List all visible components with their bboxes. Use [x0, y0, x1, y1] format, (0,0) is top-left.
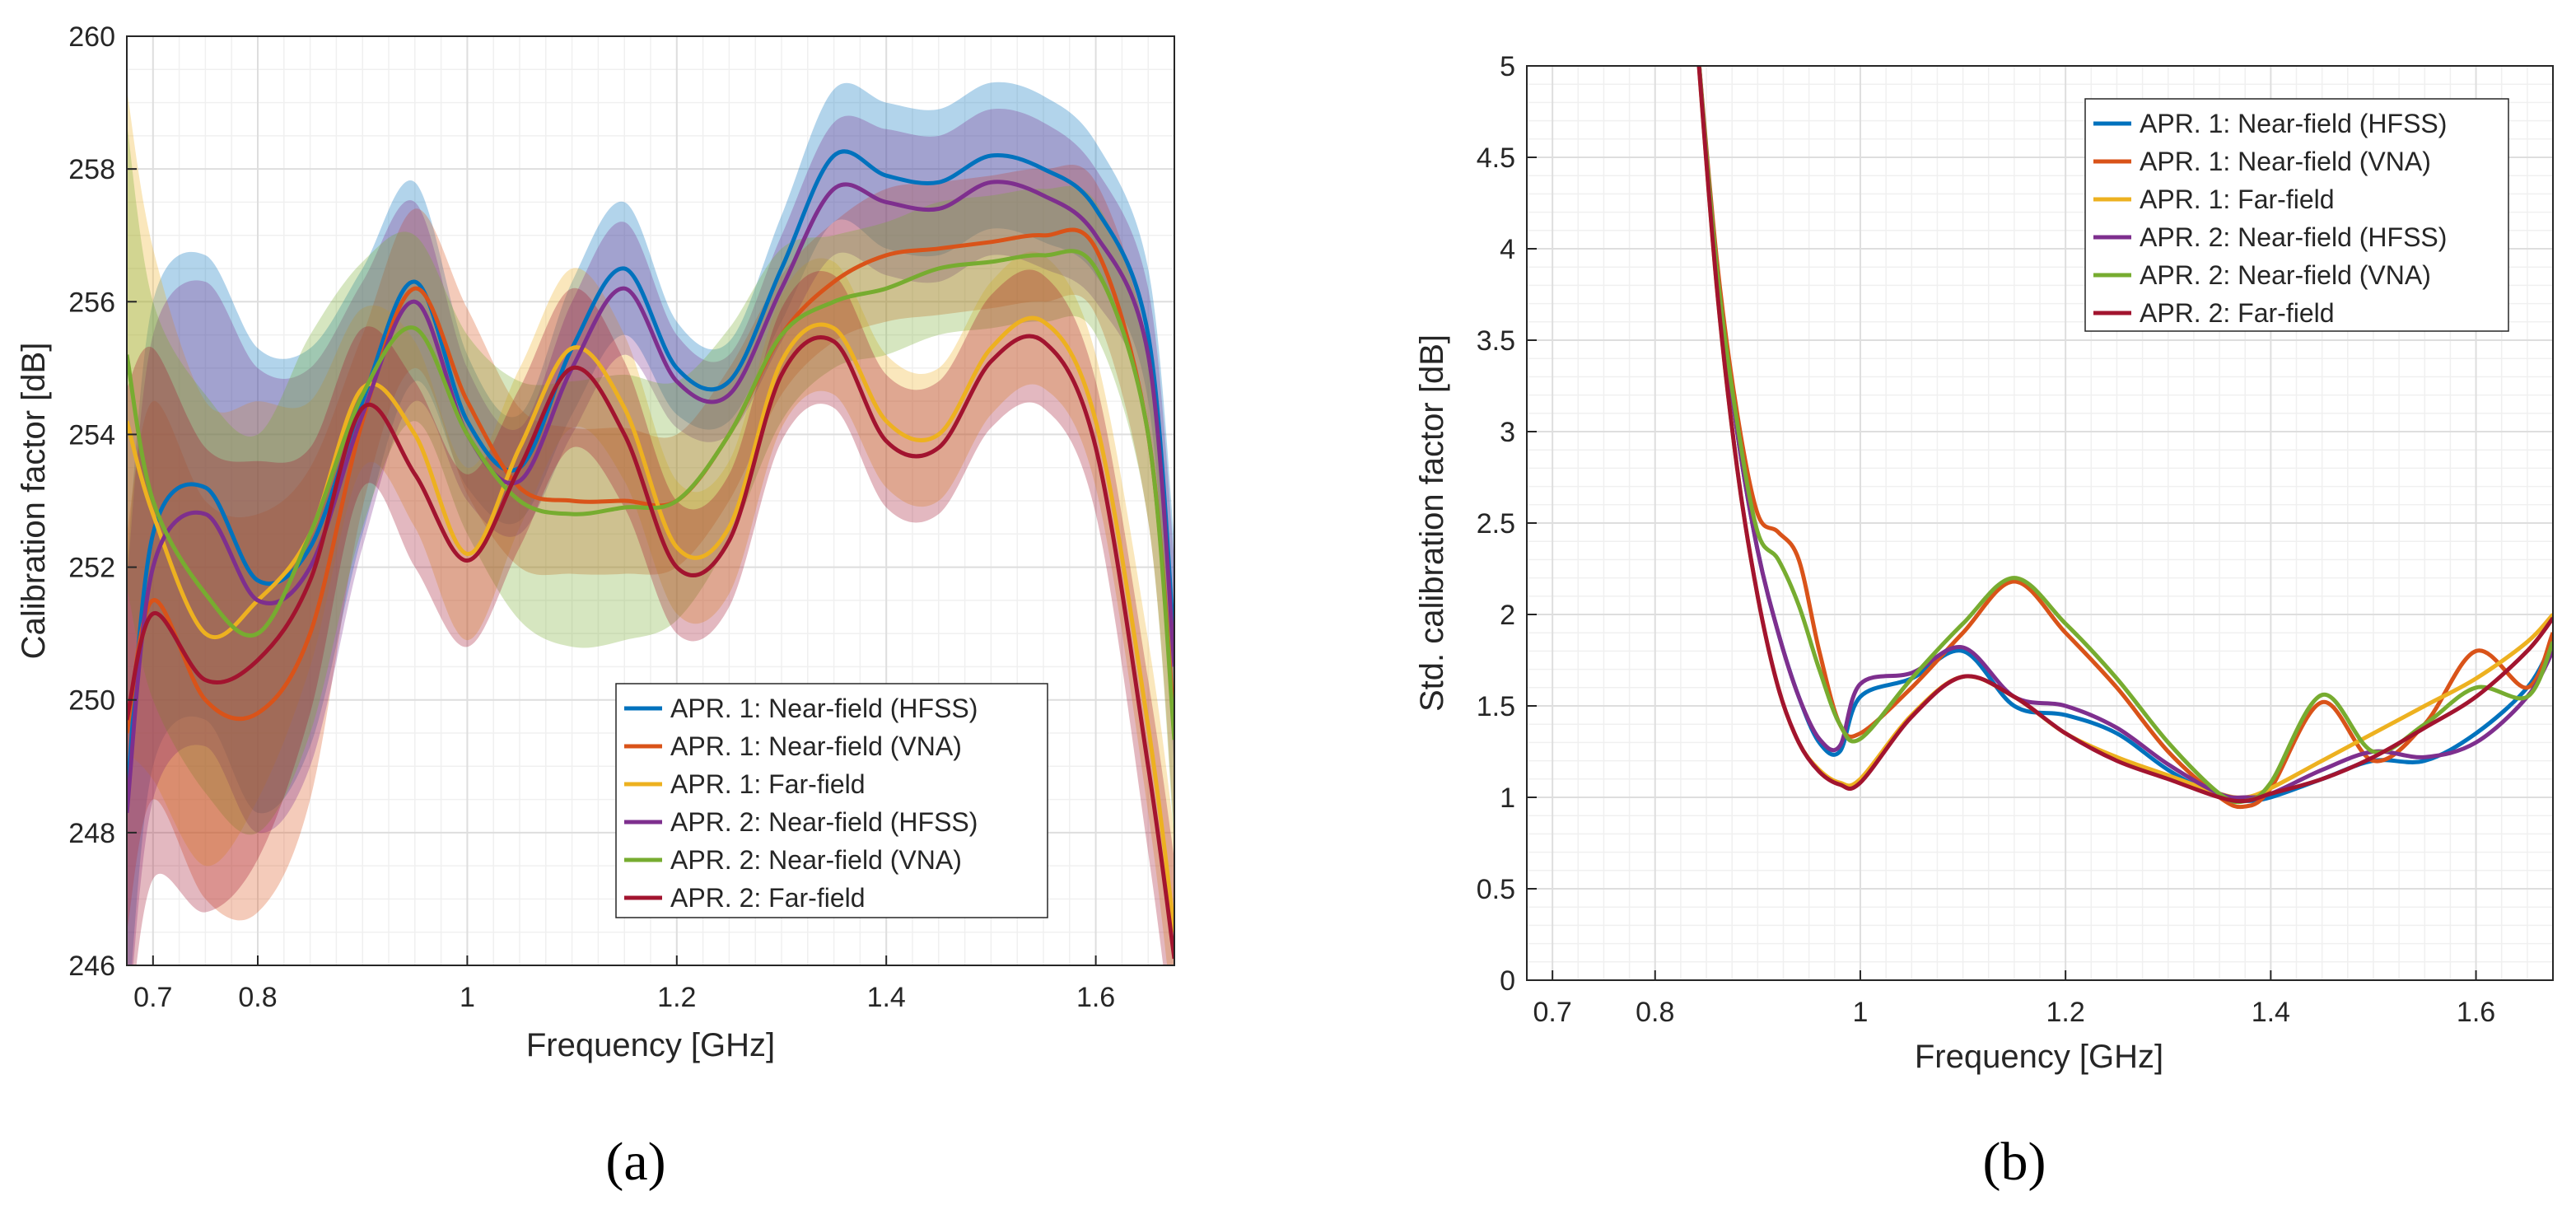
y-tick-label: 0 [1500, 965, 1515, 997]
legend-label: APR. 1: Far-field [670, 769, 866, 799]
y-tick-label: 248 [68, 818, 115, 849]
legend-label: APR. 1: Near-field (VNA) [670, 731, 962, 761]
ticks-a: 0.7 0.8 1 1.2 1.4 1.6 246 248 250 252 254 256 258 260 [68, 21, 1115, 1013]
series-line-1 [127, 149, 1174, 800]
legend-label: APR. 2: Near-field (HFSS) [2140, 222, 2447, 252]
y-tick-label: 4.5 [1477, 142, 1515, 174]
grid-b [1526, 65, 2554, 981]
panel-label-a: (a) [605, 1132, 665, 1192]
y-tick-label: 1.5 [1477, 691, 1515, 722]
x-tick-label: 0.7 [1533, 997, 1572, 1028]
confidence-band-6 [127, 269, 1174, 965]
x-axis-label-b: Frequency [GHz] [1915, 1039, 2163, 1075]
legend-label: APR. 2: Far-field [2140, 298, 2335, 328]
x-tick-label: 0.8 [1636, 997, 1674, 1028]
y-tick-label: 1 [1500, 783, 1515, 814]
y-tick-label: 252 [68, 553, 115, 584]
x-tick-label: 0.8 [238, 982, 277, 1013]
confidence-band-3 [127, 89, 1174, 965]
ticks-b: 0.7 0.8 1 1.2 1.4 1.6 0 0.5 1 1.5 2 2.5 3 3.5 4 4.5 5 [1477, 51, 2495, 1028]
series-line-6 [127, 334, 1174, 960]
x-tick-label: 1 [1852, 997, 1868, 1028]
x-tick-label: 1.2 [2046, 997, 2085, 1028]
y-tick-label: 250 [68, 685, 115, 717]
legend-label: APR. 2: Near-field (VNA) [670, 845, 962, 875]
y-tick-label: 2.5 [1477, 508, 1515, 540]
x-tick-label: 1.4 [867, 982, 906, 1013]
axes-box-a [126, 35, 1175, 966]
legend-label: APR. 1: Near-field (VNA) [2140, 147, 2431, 176]
x-tick-label: 1.4 [2252, 997, 2290, 1028]
legend-label: APR. 1: Near-field (HFSS) [670, 694, 978, 723]
x-tick-label: 1.6 [1076, 982, 1115, 1013]
legend-label: APR. 1: Far-field [2140, 185, 2335, 214]
legend-box-b [2084, 98, 2509, 332]
x-tick-label: 0.7 [133, 982, 172, 1013]
series-line-5 [1696, 66, 2553, 805]
y-tick-label: 3.5 [1477, 325, 1515, 357]
legend-a: APR. 1: Near-field (HFSS) APR. 1: Near-fi… [615, 683, 1048, 918]
y-axis-label-a: Calibration factor [dB] [16, 343, 52, 660]
legend-label: APR. 2: Far-field [670, 883, 866, 913]
chart-b: 0.7 0.8 1 1.2 1.4 1.6 0 0.5 1 1.5 2 2.5 3 3.5 4 4.5 5 Fr… [1414, 51, 2554, 1192]
lines-b [1696, 66, 2553, 810]
legend-label: APR. 2: Near-field (HFSS) [670, 807, 978, 837]
y-tick-label: 254 [68, 419, 115, 451]
confidence-band-1 [127, 82, 1174, 965]
x-tick-label: 1.6 [2457, 997, 2495, 1028]
series-line-5 [127, 249, 1174, 740]
series-line-6 [1696, 66, 2553, 804]
y-tick-label: 260 [68, 21, 115, 53]
x-axis-label-a: Frequency [GHz] [526, 1027, 775, 1063]
series-line-2 [127, 227, 1174, 734]
confidence-band-2 [127, 165, 1174, 932]
x-tick-label: 1.2 [657, 982, 696, 1013]
y-tick-label: 256 [68, 287, 115, 318]
series-line-4 [127, 180, 1174, 813]
y-tick-label: 246 [68, 951, 115, 982]
y-tick-label: 258 [68, 154, 115, 185]
series-line-2 [1696, 66, 2553, 810]
y-axis-label-b: Std. calibration factor [dB] [1414, 334, 1450, 712]
legend-b: APR. 1: Near-field (HFSS) APR. 1: Near-fi… [2084, 98, 2509, 332]
legend-box-a [615, 683, 1048, 918]
chart-a: 0.7 0.8 1 1.2 1.4 1.6 246 248 250 252 254 256 258 260… [16, 21, 1175, 1192]
x-tick-label: 1 [460, 982, 475, 1013]
y-tick-label: 2 [1500, 600, 1515, 631]
y-tick-label: 5 [1500, 51, 1515, 82]
lines-a [127, 149, 1174, 960]
legend-label: APR. 2: Near-field (VNA) [2140, 260, 2431, 290]
y-tick-label: 3 [1500, 417, 1515, 448]
panel-label-b: (b) [1983, 1132, 2046, 1192]
y-tick-label: 0.5 [1477, 874, 1515, 905]
legend-label: APR. 1: Near-field (HFSS) [2140, 109, 2447, 138]
y-tick-label: 4 [1500, 234, 1515, 265]
